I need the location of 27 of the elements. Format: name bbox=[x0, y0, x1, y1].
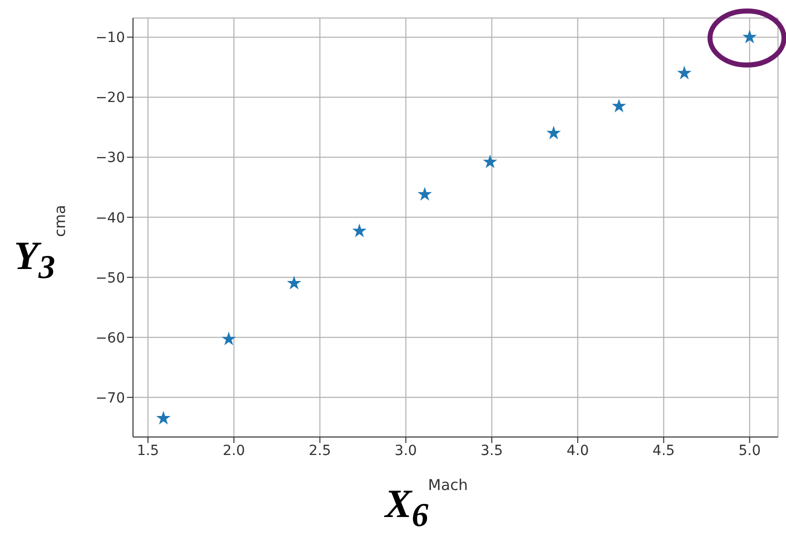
point bbox=[546, 126, 561, 140]
y-tick-label: −50 bbox=[95, 270, 125, 286]
y-tick-label: −60 bbox=[95, 330, 125, 346]
x-axis-title: Mach bbox=[428, 476, 468, 494]
point bbox=[612, 98, 626, 112]
x-tick-label: 2.0 bbox=[222, 442, 246, 459]
text: X$_{6}$ bbox=[385, 481, 428, 536]
y-tick-label: −10 bbox=[95, 30, 125, 46]
y-tick-label: −70 bbox=[95, 390, 125, 406]
point bbox=[482, 154, 498, 168]
x-tick-label: 2.5 bbox=[308, 442, 331, 459]
point bbox=[286, 276, 302, 290]
x-tick-label: 1.5 bbox=[136, 442, 160, 459]
x-tick-label: 5.0 bbox=[738, 442, 761, 459]
point bbox=[156, 410, 171, 424]
point bbox=[222, 332, 236, 346]
point bbox=[418, 186, 432, 201]
y-tick-label: −30 bbox=[95, 150, 125, 166]
x-tick-label: 4.5 bbox=[652, 442, 675, 459]
y-tick-label: −40 bbox=[95, 210, 125, 226]
x-tick-label: 4.0 bbox=[566, 442, 589, 459]
x-tick-label: 3.5 bbox=[480, 442, 503, 459]
point bbox=[677, 66, 692, 80]
point bbox=[352, 224, 367, 238]
y-tick-label: −20 bbox=[95, 90, 125, 106]
x-tick-label: 3.0 bbox=[394, 442, 417, 459]
point bbox=[742, 30, 757, 44]
